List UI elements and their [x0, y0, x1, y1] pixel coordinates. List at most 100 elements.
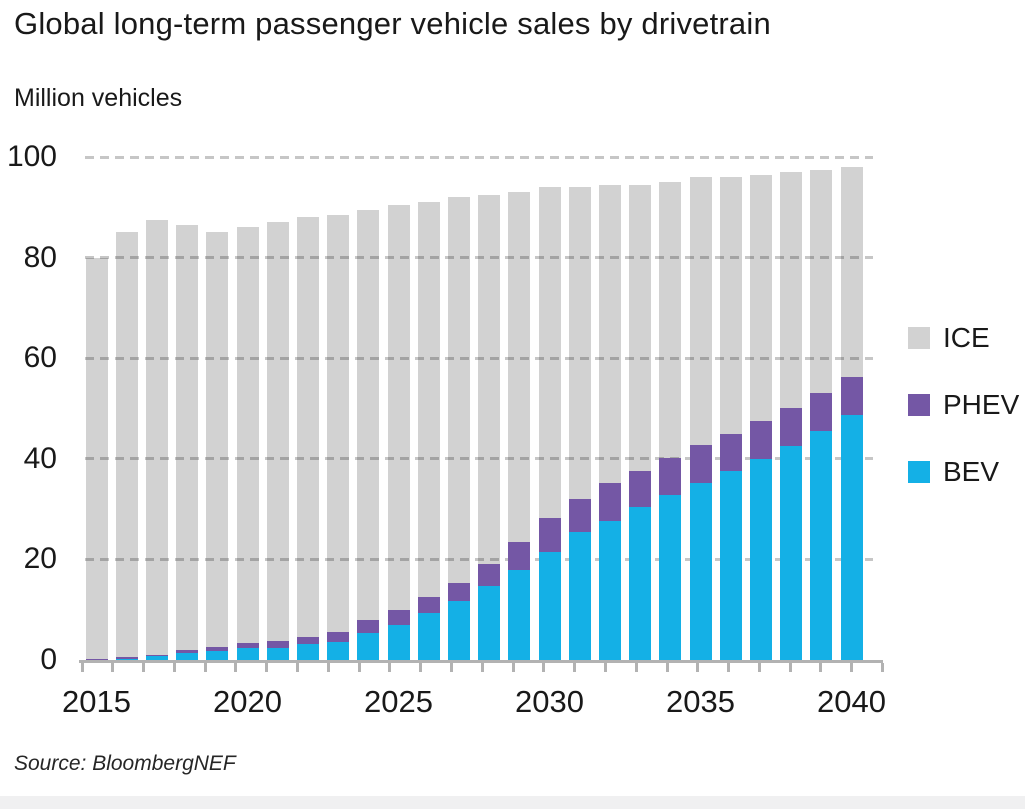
bar-2015-ice [86, 257, 108, 659]
x-axis-tick [449, 663, 453, 672]
gridline-y60 [85, 356, 873, 360]
bar-2028-bev [478, 586, 500, 660]
x-axis-tick [634, 663, 638, 672]
bar-2023-bev [327, 641, 349, 660]
bar-2024-bev [357, 633, 379, 660]
y-tick-label: 60 [23, 341, 57, 375]
bar-2028-ice [478, 194, 500, 565]
bar-2035-ice [690, 177, 712, 446]
bar-2037-ice [750, 174, 772, 422]
bar-2036-bev [720, 471, 742, 660]
bar-2027-bev [448, 601, 470, 660]
bar-2016-bev [116, 659, 138, 660]
bar-2038-bev [780, 446, 802, 660]
legend-swatch-phev [908, 394, 930, 416]
y-tick-label: 40 [23, 441, 57, 475]
y-tick-label: 20 [23, 542, 57, 576]
bar-2022-phev [297, 637, 319, 644]
chart-title: Global long-term passenger vehicle sales… [14, 6, 771, 41]
bar-2040-bev [841, 414, 863, 660]
x-axis-tick [265, 663, 269, 672]
gridline-y80 [85, 256, 873, 260]
bar-2036-ice [720, 177, 742, 434]
bar-2017-phev [146, 655, 168, 657]
bar-2032-phev [599, 482, 621, 521]
bar-2028-phev [478, 564, 500, 587]
bar-2020-phev [237, 643, 259, 648]
bar-2016-phev [116, 656, 138, 660]
bar-2015-bev [86, 659, 108, 660]
x-axis-tick [326, 663, 330, 672]
x-axis-tick [357, 663, 361, 672]
bar-2026-bev [418, 613, 440, 660]
bar-2035-bev [690, 483, 712, 660]
x-axis-tick [480, 663, 484, 672]
bar-2018-ice [176, 224, 198, 650]
x-tick-label: 2015 [62, 684, 131, 719]
source-note: Source: BloombergNEF [14, 752, 236, 775]
bar-2038-ice [780, 172, 802, 408]
bar-2019-phev [206, 647, 228, 651]
bar-2023-phev [327, 631, 349, 642]
legend-swatch-ice [908, 327, 930, 349]
bar-2033-bev [629, 507, 651, 660]
bar-2019-ice [206, 232, 228, 648]
bar-2022-ice [297, 217, 319, 638]
x-axis-tick [696, 663, 700, 672]
bar-2033-phev [629, 470, 651, 508]
bar-2024-ice [357, 209, 379, 620]
x-axis-tick [80, 663, 84, 672]
x-tick-label: 2040 [817, 684, 886, 719]
bar-2034-bev [659, 495, 681, 660]
x-axis-tick [511, 663, 515, 672]
x-axis-tick [573, 663, 577, 672]
bar-2030-bev [539, 551, 561, 660]
x-axis-tick [881, 663, 885, 672]
x-axis-tick [172, 663, 176, 672]
bar-2034-ice [659, 182, 681, 459]
bar-2038-phev [780, 407, 802, 447]
legend: ICE PHEV BEV [908, 322, 1020, 528]
bar-2026-ice [418, 202, 440, 598]
bar-2027-ice [448, 197, 470, 583]
bar-2035-phev [690, 445, 712, 484]
legend-label-ice: ICE [943, 322, 990, 353]
bar-2015-phev [86, 658, 108, 660]
x-axis-tick [757, 663, 761, 672]
bar-2034-phev [659, 458, 681, 496]
x-tick-label: 2030 [515, 684, 584, 719]
x-axis-line [79, 660, 883, 663]
bar-2017-ice [146, 219, 168, 656]
bar-2024-phev [357, 619, 379, 634]
y-tick-label: 80 [23, 240, 57, 274]
bar-2036-phev [720, 433, 742, 472]
legend-swatch-bev [908, 461, 930, 483]
bar-2025-ice [388, 204, 410, 610]
x-tick-label: 2025 [364, 684, 433, 719]
bar-2040-phev [841, 377, 863, 415]
bar-2029-ice [508, 192, 530, 542]
bar-2031-bev [569, 532, 591, 660]
bar-2031-ice [569, 187, 591, 500]
bar-2039-bev [810, 431, 832, 660]
bar-2018-phev [176, 649, 198, 653]
bar-2033-ice [629, 184, 651, 471]
bar-2017-bev [146, 656, 168, 660]
bar-2027-phev [448, 582, 470, 602]
x-axis-tick [788, 663, 792, 672]
bar-2019-bev [206, 650, 228, 660]
x-axis-tick [665, 663, 669, 672]
x-axis-tick [234, 663, 238, 672]
legend-item-bev: BEV [908, 458, 1019, 486]
legend-label-phev: PHEV [943, 389, 1020, 420]
bar-2025-bev [388, 624, 410, 660]
bar-2030-phev [539, 518, 561, 552]
bar-2039-ice [810, 169, 832, 393]
x-axis-tick [142, 663, 146, 672]
bar-2039-phev [810, 392, 832, 432]
bar-2030-ice [539, 187, 561, 519]
x-axis-tick [111, 663, 115, 672]
x-tick-label: 2035 [666, 684, 735, 719]
